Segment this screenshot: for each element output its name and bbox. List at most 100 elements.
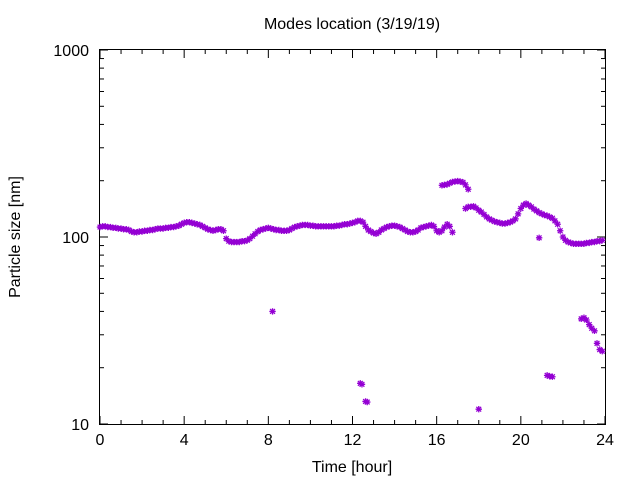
data-point: [367, 228, 375, 235]
data-point: [370, 229, 377, 237]
data-point: [514, 210, 522, 218]
data-point: [275, 226, 283, 234]
plot-frame: [99, 49, 606, 425]
data-point: [217, 226, 225, 233]
data-point: [588, 325, 595, 332]
data-point: [512, 215, 519, 223]
data-point: [414, 226, 422, 234]
data-point: [262, 225, 269, 232]
data-point: [344, 221, 351, 228]
data-point: [336, 222, 343, 229]
data-point: [430, 223, 438, 230]
data-point: [257, 226, 264, 234]
data-point: [283, 227, 290, 234]
data-point: [517, 205, 525, 212]
data-point: [520, 201, 527, 209]
data-point: [435, 229, 443, 236]
chart-title: Modes location (3/19/19): [264, 16, 440, 33]
data-point: [175, 222, 183, 229]
data-point: [170, 223, 177, 231]
data-point: [128, 228, 135, 235]
data-point: [357, 217, 364, 225]
data-point: [399, 225, 406, 232]
y-tick-label: 1000: [53, 43, 89, 60]
data-point: [346, 220, 353, 227]
data-point: [422, 223, 430, 230]
data-point: [551, 217, 559, 225]
data-point: [507, 218, 514, 226]
data-point: [304, 221, 311, 229]
data-point: [596, 237, 603, 245]
x-tick-label: 8: [264, 432, 273, 449]
x-tick-label: 20: [512, 432, 530, 449]
y-axis-label: Particle size [nm]: [7, 176, 24, 298]
data-point: [96, 223, 104, 231]
data-point: [412, 228, 419, 235]
data-point: [457, 178, 464, 185]
data-point: [191, 220, 198, 227]
data-point: [559, 233, 567, 241]
data-point: [365, 226, 372, 234]
data-point: [591, 238, 598, 246]
data-point: [349, 219, 356, 227]
data-point: [207, 226, 214, 234]
data-point: [199, 223, 206, 230]
data-point: [291, 223, 298, 231]
y-tick-label: 100: [62, 230, 89, 247]
data-point: [567, 239, 574, 247]
data-point: [535, 209, 543, 216]
data-point: [433, 227, 440, 234]
data-point: [491, 218, 498, 225]
data-point: [441, 223, 448, 231]
data-point: [478, 208, 485, 216]
data-point: [538, 210, 546, 218]
data-point: [554, 221, 561, 228]
data-point: [223, 235, 230, 242]
data-point: [578, 315, 585, 323]
data-point: [112, 224, 119, 231]
data-point: [351, 218, 359, 226]
data-point: [417, 224, 425, 231]
data-point: [404, 228, 411, 235]
data-point: [212, 226, 219, 234]
data-point: [364, 398, 371, 406]
data-point: [488, 216, 495, 224]
x-tick-label: 24: [596, 432, 614, 449]
data-point: [254, 228, 262, 235]
data-point: [204, 226, 211, 233]
x-tick-label: 12: [344, 432, 362, 449]
data-point: [486, 215, 493, 223]
data-point: [425, 222, 432, 229]
data-point: [446, 179, 453, 187]
data-point: [465, 186, 472, 193]
data-point: [380, 225, 388, 232]
data-point: [428, 221, 435, 229]
y-tick-label: 10: [71, 417, 89, 434]
data-point: [220, 227, 227, 234]
data-point: [546, 213, 553, 221]
data-point: [493, 218, 501, 226]
data-point: [593, 340, 601, 347]
data-point: [580, 240, 588, 247]
data-point: [549, 373, 556, 380]
data-point: [378, 226, 385, 234]
data-point: [180, 219, 188, 227]
data-point: [449, 229, 456, 236]
data-point: [209, 227, 217, 234]
data-point: [296, 222, 304, 229]
data-point: [372, 230, 380, 238]
data-point: [107, 223, 114, 231]
data-point: [475, 405, 482, 413]
data-point: [386, 223, 393, 230]
data-point: [178, 221, 185, 228]
data-point: [270, 226, 277, 233]
axis-ticks: [99, 49, 606, 425]
data-point: [251, 230, 259, 238]
data-point: [165, 224, 172, 231]
data-point: [391, 222, 398, 229]
data-point: [309, 222, 317, 229]
data-point: [241, 237, 248, 245]
data-point: [462, 205, 469, 212]
axis-tick-labels: 0 4 8 12 16 20 24 10 100 1000: [53, 43, 614, 449]
x-tick-label: 4: [180, 432, 189, 449]
